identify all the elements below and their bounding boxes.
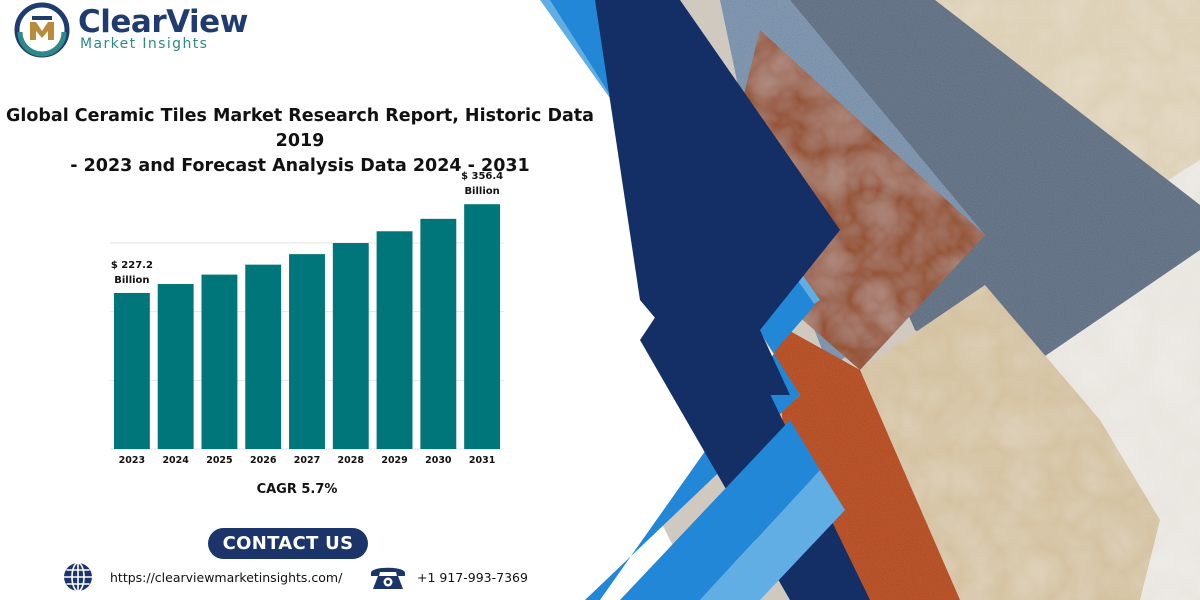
cagr-label: CAGR 5.7%	[256, 482, 338, 497]
bar-2029	[376, 231, 413, 449]
globe-icon	[64, 562, 92, 592]
x-tick-label: 2029	[381, 455, 407, 466]
bar-2024	[157, 284, 194, 449]
brand-tagline: Market Insights	[80, 36, 209, 52]
data-label-value: $ 356.4	[461, 171, 503, 182]
data-label-unit: Billion	[114, 275, 149, 286]
brand-name: ClearView	[78, 4, 248, 40]
x-tick-label: 2024	[162, 455, 189, 466]
bar-2026	[245, 264, 282, 449]
x-tick-label: 2026	[250, 455, 277, 466]
telephone-icon	[371, 567, 405, 589]
website-link[interactable]: https://clearviewmarketinsights.com/	[110, 570, 343, 585]
x-tick-label: 2030	[425, 455, 452, 466]
contact-us-button[interactable]: CONTACT US	[208, 528, 368, 559]
bar-2025	[201, 274, 238, 449]
bar-2031	[464, 204, 501, 449]
report-title-line1: Global Ceramic Tiles Market Research Rep…	[5, 106, 594, 151]
data-label-unit: Billion	[464, 186, 499, 197]
bar-2028	[332, 243, 369, 449]
phone-number: +1 917-993-7369	[417, 570, 528, 585]
market-size-bar-chart: 2023 2024 2025 2026 2027 2028 2029 2030 2031 $ 22…	[110, 171, 504, 466]
report-title-line2: - 2023 and Forecast Analysis Data 2024 -…	[70, 156, 530, 176]
x-tick-label: 2031	[469, 455, 495, 466]
x-tick-label: 2023	[119, 455, 145, 466]
x-tick-label: 2028	[338, 455, 365, 466]
bar-2030	[420, 218, 457, 449]
x-tick-label: 2025	[206, 455, 232, 466]
bar-2027	[289, 254, 325, 449]
bar-2023	[113, 292, 150, 449]
logo-mark-icon	[14, 2, 70, 58]
data-label-value: $ 227.2	[111, 260, 153, 271]
report-title: Global Ceramic Tiles Market Research Rep…	[0, 104, 600, 179]
x-tick-label: 2027	[294, 455, 320, 466]
brand-logo: ClearView Market Insights	[14, 2, 254, 58]
